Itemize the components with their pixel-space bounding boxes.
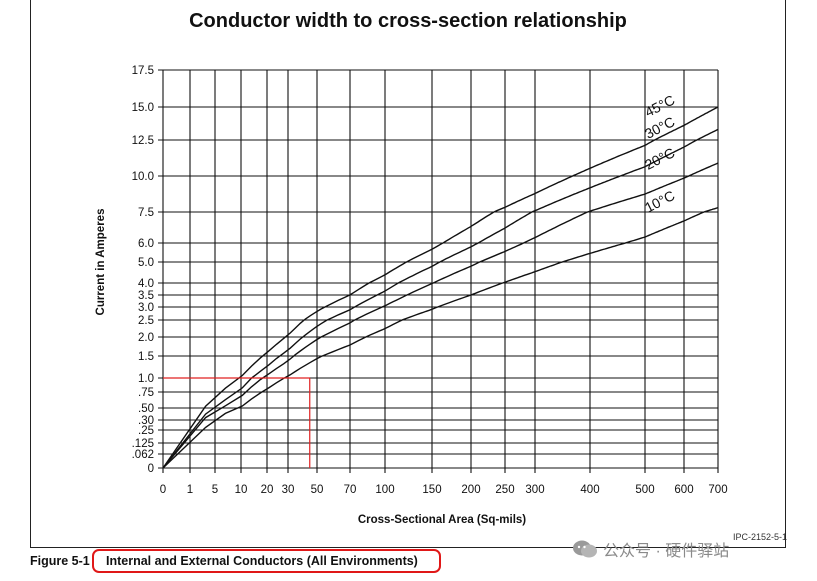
curves [162,106,719,469]
series-curve [162,162,719,469]
y-tick-label: 3.5 [138,290,154,302]
x-tick-label: 0 [160,484,166,496]
x-tick-label: 150 [422,484,441,496]
y-tick-label: 12.5 [132,135,154,147]
x-tick-label: 100 [375,484,394,496]
x-tick-label: 10 [235,484,248,496]
curve-label: 20°C [642,144,677,172]
tick-labels: 0 1 5 10 20 30 50 70 100 150 200 250 300 400 500 600 700… [132,65,728,496]
figure-frame [30,0,786,548]
x-tick-label: 700 [708,484,727,496]
y-tick-label: 5.0 [138,257,154,269]
y-tick-label: 17.5 [132,65,154,77]
curve-label: 45°C [642,92,677,120]
highlight-lines [163,377,311,468]
y-tick-label: .50 [138,403,154,415]
y-tick-label: .062 [132,449,154,461]
y-tick-label: 7.5 [138,207,154,219]
y-tick-label: .25 [138,425,154,437]
watermark-text: 公众号 · 硬件驿站 [603,543,730,560]
figure-caption: Internal and External Conductors (All En… [106,554,418,568]
y-tick-label: 1.0 [138,373,154,385]
y-axis-title: Current in Amperes [95,209,107,316]
y-tick-label: 1.5 [138,351,154,363]
figure-label: Figure 5-1 [30,554,90,568]
y-tick-label: 2.0 [138,332,154,344]
x-tick-label: 200 [461,484,480,496]
x-tick-label: 500 [635,484,654,496]
x-tick-label: 600 [674,484,693,496]
x-tick-label: 30 [282,484,295,496]
y-tick-label: 4.0 [138,278,154,290]
x-tick-label: 300 [525,484,544,496]
y-tick-label: 6.0 [138,238,154,250]
y-tick-label: .30 [138,415,154,427]
curve-labels: 45°C30°C20°C10°C [642,92,677,216]
x-tick-label: 20 [261,484,274,496]
x-tick-label: 400 [580,484,599,496]
y-tick-label: 0 [148,463,154,475]
y-tick-label: .75 [138,387,154,399]
x-tick-label: 50 [311,484,324,496]
x-tick-label: 70 [344,484,357,496]
series-curve [162,128,719,469]
y-tick-label: .125 [132,438,154,450]
wechat-icon [573,540,597,558]
x-axis-title: Cross-Sectional Area (Sq-mils) [358,514,526,526]
y-tick-label: 10.0 [132,171,154,183]
curve-label: 10°C [642,187,677,215]
watermark: 公众号 · 硬件驿站 [572,537,729,561]
series-curve [162,207,719,469]
series-curve [162,106,719,469]
x-tick-label: 250 [495,484,514,496]
x-tick-label: 5 [212,484,218,496]
y-tick-label: 15.0 [132,102,154,114]
reference-code: IPC-2152-5-1 [733,532,788,542]
x-tick-label: 1 [187,484,193,496]
y-tick-label: 3.0 [138,302,154,314]
chart-title: Conductor width to cross-section relatio… [189,10,627,32]
caption-highlight-box [92,549,441,573]
grid [158,69,719,473]
y-tick-label: 2.5 [138,315,154,327]
